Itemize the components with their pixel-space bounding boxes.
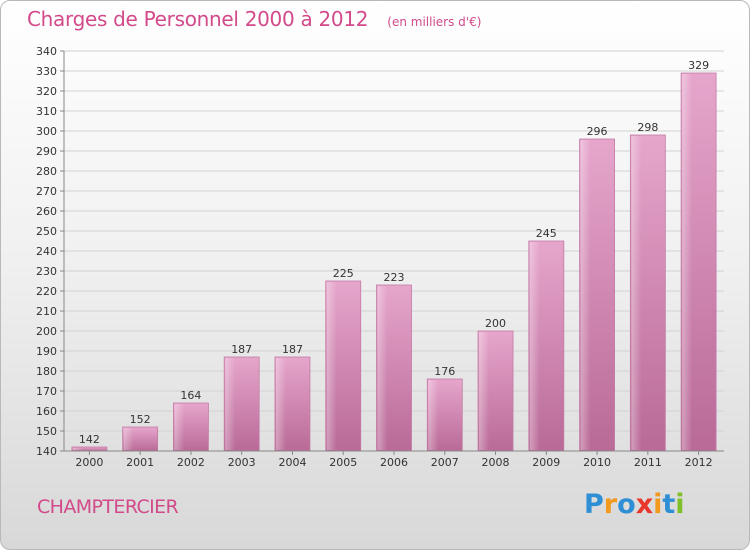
y-tick-label: 150 (36, 425, 57, 438)
chart-title: Charges de Personnel 2000 à 2012 (27, 7, 369, 31)
bar-highlight (682, 74, 693, 450)
logo-letter: t (662, 489, 676, 520)
data-label: 223 (384, 271, 405, 284)
x-tick-label: 2010 (583, 456, 611, 469)
logo-letter: r (603, 489, 618, 520)
x-tick-label: 2005 (329, 456, 357, 469)
y-tick-label: 240 (36, 245, 57, 258)
x-tick-label: 2008 (482, 456, 510, 469)
data-label: 245 (536, 227, 557, 240)
bar-highlight (377, 286, 388, 450)
x-tick-label: 2006 (380, 456, 408, 469)
data-label: 298 (637, 121, 658, 134)
data-label: 200 (485, 317, 506, 330)
y-tick-label: 230 (36, 265, 57, 278)
data-label: 164 (180, 389, 201, 402)
y-tick-label: 280 (36, 165, 57, 178)
bar-highlight (123, 428, 134, 450)
y-tick-label: 320 (36, 85, 57, 98)
y-tick-label: 260 (36, 205, 57, 218)
y-tick-label: 310 (36, 105, 57, 118)
proxiti-logo: Proxiti (584, 489, 685, 520)
y-tick-label: 330 (36, 65, 57, 78)
data-label: 296 (587, 125, 608, 138)
y-tick-label: 160 (36, 405, 57, 418)
x-tick-label: 2003 (228, 456, 256, 469)
data-label: 187 (231, 343, 252, 356)
chart-subtitle: (en milliers d'€) (387, 15, 482, 29)
y-tick-label: 140 (36, 445, 57, 458)
y-tick-label: 190 (36, 345, 57, 358)
y-tick-label: 290 (36, 145, 57, 158)
bar-highlight (225, 358, 236, 450)
data-label: 225 (333, 267, 354, 280)
bar-highlight (326, 282, 337, 450)
logo-letter: P (584, 489, 604, 520)
x-tick-label: 2000 (75, 456, 103, 469)
bar-highlight (580, 140, 591, 450)
y-tick-label: 220 (36, 285, 57, 298)
x-tick-label: 2002 (177, 456, 205, 469)
x-tick-label: 2004 (278, 456, 306, 469)
data-label: 329 (688, 59, 709, 72)
logo-letter: i (675, 489, 685, 520)
y-tick-label: 210 (36, 305, 57, 318)
logo-letter: o (617, 489, 636, 520)
bar-highlight (72, 448, 83, 450)
data-label: 176 (434, 365, 455, 378)
data-label: 142 (79, 433, 100, 446)
bar-highlight (479, 332, 490, 450)
y-tick-label: 340 (36, 45, 57, 58)
y-tick-label: 270 (36, 185, 57, 198)
x-tick-label: 2007 (431, 456, 459, 469)
data-label: 152 (130, 413, 151, 426)
y-tick-label: 250 (36, 225, 57, 238)
y-tick-label: 200 (36, 325, 57, 338)
x-tick-label: 2001 (126, 456, 154, 469)
x-tick-label: 2012 (685, 456, 713, 469)
y-tick-label: 300 (36, 125, 57, 138)
logo-letter: i (653, 489, 663, 520)
bar-highlight (428, 380, 439, 450)
bar-highlight (275, 358, 286, 450)
bar-highlight (529, 242, 540, 450)
y-tick-label: 180 (36, 365, 57, 378)
y-tick-label: 170 (36, 385, 57, 398)
data-label: 187 (282, 343, 303, 356)
location-label: CHAMPTERCIER (37, 496, 179, 518)
x-tick-label: 2009 (532, 456, 560, 469)
bar-highlight (174, 404, 185, 450)
title-row: Charges de Personnel 2000 à 2012 (en mil… (27, 7, 481, 31)
logo-letter: x (635, 489, 654, 520)
x-tick-label: 2011 (634, 456, 662, 469)
bar-highlight (631, 136, 642, 450)
